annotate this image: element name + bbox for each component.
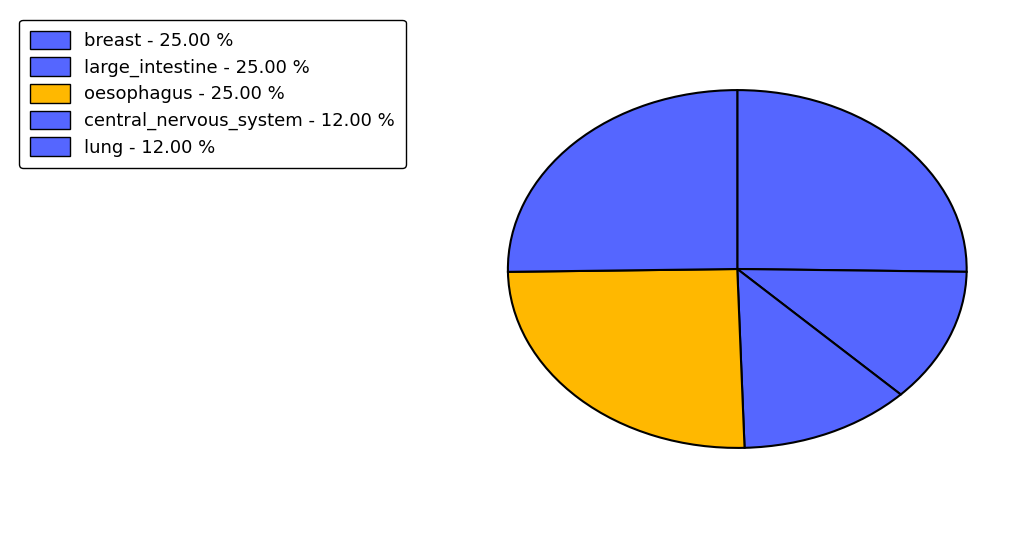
Wedge shape	[508, 90, 737, 272]
Wedge shape	[508, 269, 744, 448]
Legend: breast - 25.00 %, large_intestine - 25.00 %, oesophagus - 25.00 %, central_nervo: breast - 25.00 %, large_intestine - 25.0…	[19, 20, 406, 168]
Wedge shape	[737, 90, 967, 272]
Wedge shape	[737, 269, 901, 448]
Wedge shape	[737, 269, 967, 394]
